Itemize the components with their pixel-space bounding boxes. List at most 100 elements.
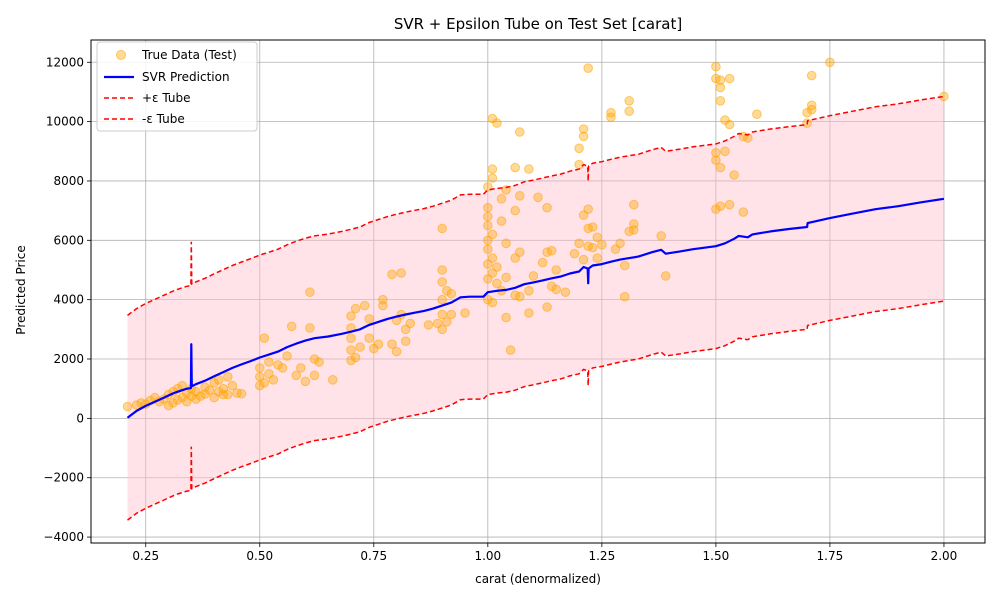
scatter-point [592,232,603,243]
scatter-point [510,205,521,216]
scatter-point [587,242,598,253]
scatter-point [619,260,630,271]
scatter-point [597,240,607,250]
legend-label-plus-tube: +ε Tube [142,91,190,105]
scatter-point [282,351,292,361]
scatter-point [720,146,730,157]
y-tick-label: 10000 [46,115,84,129]
y-axis-label: Predicted Price [14,245,28,334]
scatter-point [496,194,507,204]
scatter-point [551,284,562,295]
scatter-point [515,127,525,137]
chart-title: SVR + Epsilon Tube on Test Set [carat] [394,15,682,33]
scatter-point [496,216,507,226]
scatter-point [391,346,402,357]
x-tick-label: 1.75 [817,549,844,563]
scatter-point [724,73,735,84]
y-tick-label: 2000 [53,352,84,366]
scatter-point [738,207,749,217]
scatter-point [264,357,274,367]
scatter-point [387,339,397,350]
scatter-point [309,370,320,381]
minus-epsilon-tube-line [127,300,945,521]
y-tick-label: 6000 [53,233,84,247]
svr-prediction-line [126,197,945,419]
scatter-point [806,70,817,81]
scatter-point [300,376,311,387]
scatter-point [483,211,493,222]
legend-label-svr-prediction: SVR Prediction [142,70,230,84]
scatter-point [515,247,525,257]
scatter-point [587,222,598,232]
y-tick-label: 0 [76,411,84,425]
scatter-point [578,131,589,142]
scatter-point [195,391,206,401]
scatter-point [578,124,589,134]
scatter-point [715,96,726,106]
scatter-point [405,318,416,329]
scatter-point [711,61,721,72]
scatter-point [446,309,457,320]
legend-label-true-data: True Data (Test) [141,48,237,62]
scatter-point [483,202,493,213]
y-tick-label: −4000 [43,530,84,544]
scatter-point [346,311,356,321]
scatter-point [487,229,498,240]
y-tick-label: 12000 [46,55,84,69]
scatter-point [574,143,584,154]
scatter-point [483,244,493,254]
scatter-point [355,342,365,352]
scatter-point [501,272,511,283]
scatter-point [346,333,356,344]
y-tick-label: −2000 [43,471,84,485]
scatter-point [619,291,630,302]
scatter-point [437,324,448,335]
scatter-point [606,107,616,118]
scatter-point [483,220,493,231]
scatter-point [546,245,557,256]
scatter-point [359,300,370,311]
scatter-point [268,375,279,385]
scatter-point [524,308,534,318]
scatter-point [437,294,448,305]
scatter-point [825,57,835,68]
scatter-point [711,148,721,158]
scatter-point [624,96,635,106]
scatter-point [227,380,238,391]
scatter-point [223,389,233,400]
scatter-point [715,201,726,211]
scatter-point [537,257,548,268]
scatter-point [574,159,584,170]
scatter-point [542,302,552,312]
scatter-point [259,378,270,388]
scatter-point [533,192,543,203]
scatter-point [305,287,315,298]
scatter-point [277,363,288,373]
scatter-point [259,333,270,344]
scatter-point [296,363,306,373]
scatter-point [487,164,498,174]
legend-label-minus-tube: -ε Tube [142,112,185,126]
scatter-point [743,133,753,143]
scatter-point [510,162,521,173]
scatter-point [724,119,735,130]
scatter-point [724,199,735,210]
x-tick-label: 0.75 [360,549,387,563]
scatter-point [515,191,525,201]
x-axis-label: carat (denormalized) [475,572,601,586]
plot-frame [90,39,986,544]
scatter-point [314,357,324,367]
scatter-point [615,238,625,249]
scatter-point [560,287,571,298]
scatter-point [373,339,384,350]
scatter-point [656,231,667,241]
legend: True Data (Test) SVR Prediction +ε Tube … [96,41,258,132]
scatter-point [524,164,534,174]
x-tick-label: 1.00 [474,549,501,563]
scatter-point [387,269,397,280]
scatter-point [446,288,457,299]
epsilon-tube-fill [127,96,944,521]
y-tick-label: 4000 [53,293,84,307]
scatter-point [163,400,174,411]
scatter-point [423,320,434,330]
